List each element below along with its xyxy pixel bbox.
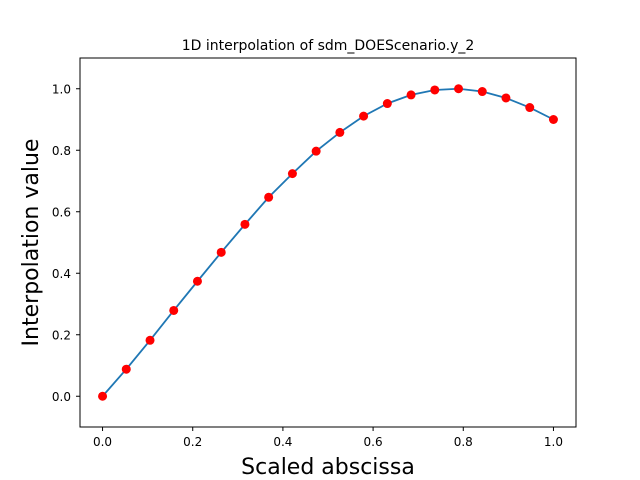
y-tick-label: 1.0 xyxy=(52,82,71,96)
sample-point-17 xyxy=(501,93,511,103)
y-tick-label: 0.0 xyxy=(52,390,71,404)
sample-point-9 xyxy=(311,146,321,156)
y-tick-label: 0.4 xyxy=(52,267,71,281)
plot-area xyxy=(98,84,558,401)
sample-point-4 xyxy=(192,276,202,286)
sample-point-12 xyxy=(382,99,392,109)
y-tick-label: 0.2 xyxy=(52,328,71,342)
sample-point-10 xyxy=(335,127,345,137)
x-tick-label: 1.0 xyxy=(544,435,563,449)
x-tick-label: 0.6 xyxy=(364,435,383,449)
sample-point-5 xyxy=(216,247,226,257)
sample-point-18 xyxy=(525,103,535,113)
axis-ticks: 0.0 0.2 0.4 0.6 0.8 1.0 0.0 0.2 0.4 0.6 0.8 1.0 xyxy=(52,82,563,449)
x-tick-label: 0.4 xyxy=(273,435,292,449)
sample-point-8 xyxy=(287,169,297,179)
sample-point-2 xyxy=(145,335,155,345)
y-axis-label: Interpolation value xyxy=(19,139,44,347)
x-axis-label: Scaled abscissa xyxy=(241,455,415,480)
sample-point-0 xyxy=(98,391,108,401)
sample-point-15 xyxy=(454,84,464,94)
y-tick-label: 0.8 xyxy=(52,144,71,158)
sample-point-6 xyxy=(240,219,250,229)
sample-point-13 xyxy=(406,90,416,100)
sample-point-3 xyxy=(169,305,179,315)
sample-point-7 xyxy=(264,192,274,202)
x-tick-label: 0.8 xyxy=(454,435,473,449)
sample-point-19 xyxy=(548,115,558,124)
sample-point-11 xyxy=(359,111,369,121)
sample-point-14 xyxy=(430,85,440,95)
sample-point-1 xyxy=(121,364,131,374)
plot-frame xyxy=(79,57,577,428)
y-tick-label: 0.6 xyxy=(52,205,71,219)
x-tick-label: 0.0 xyxy=(93,435,112,449)
sample-point-16 xyxy=(477,87,487,97)
chart-title: 1D interpolation of sdm_DOEScenario.y_2 xyxy=(182,38,475,54)
x-tick-label: 0.2 xyxy=(183,435,202,449)
